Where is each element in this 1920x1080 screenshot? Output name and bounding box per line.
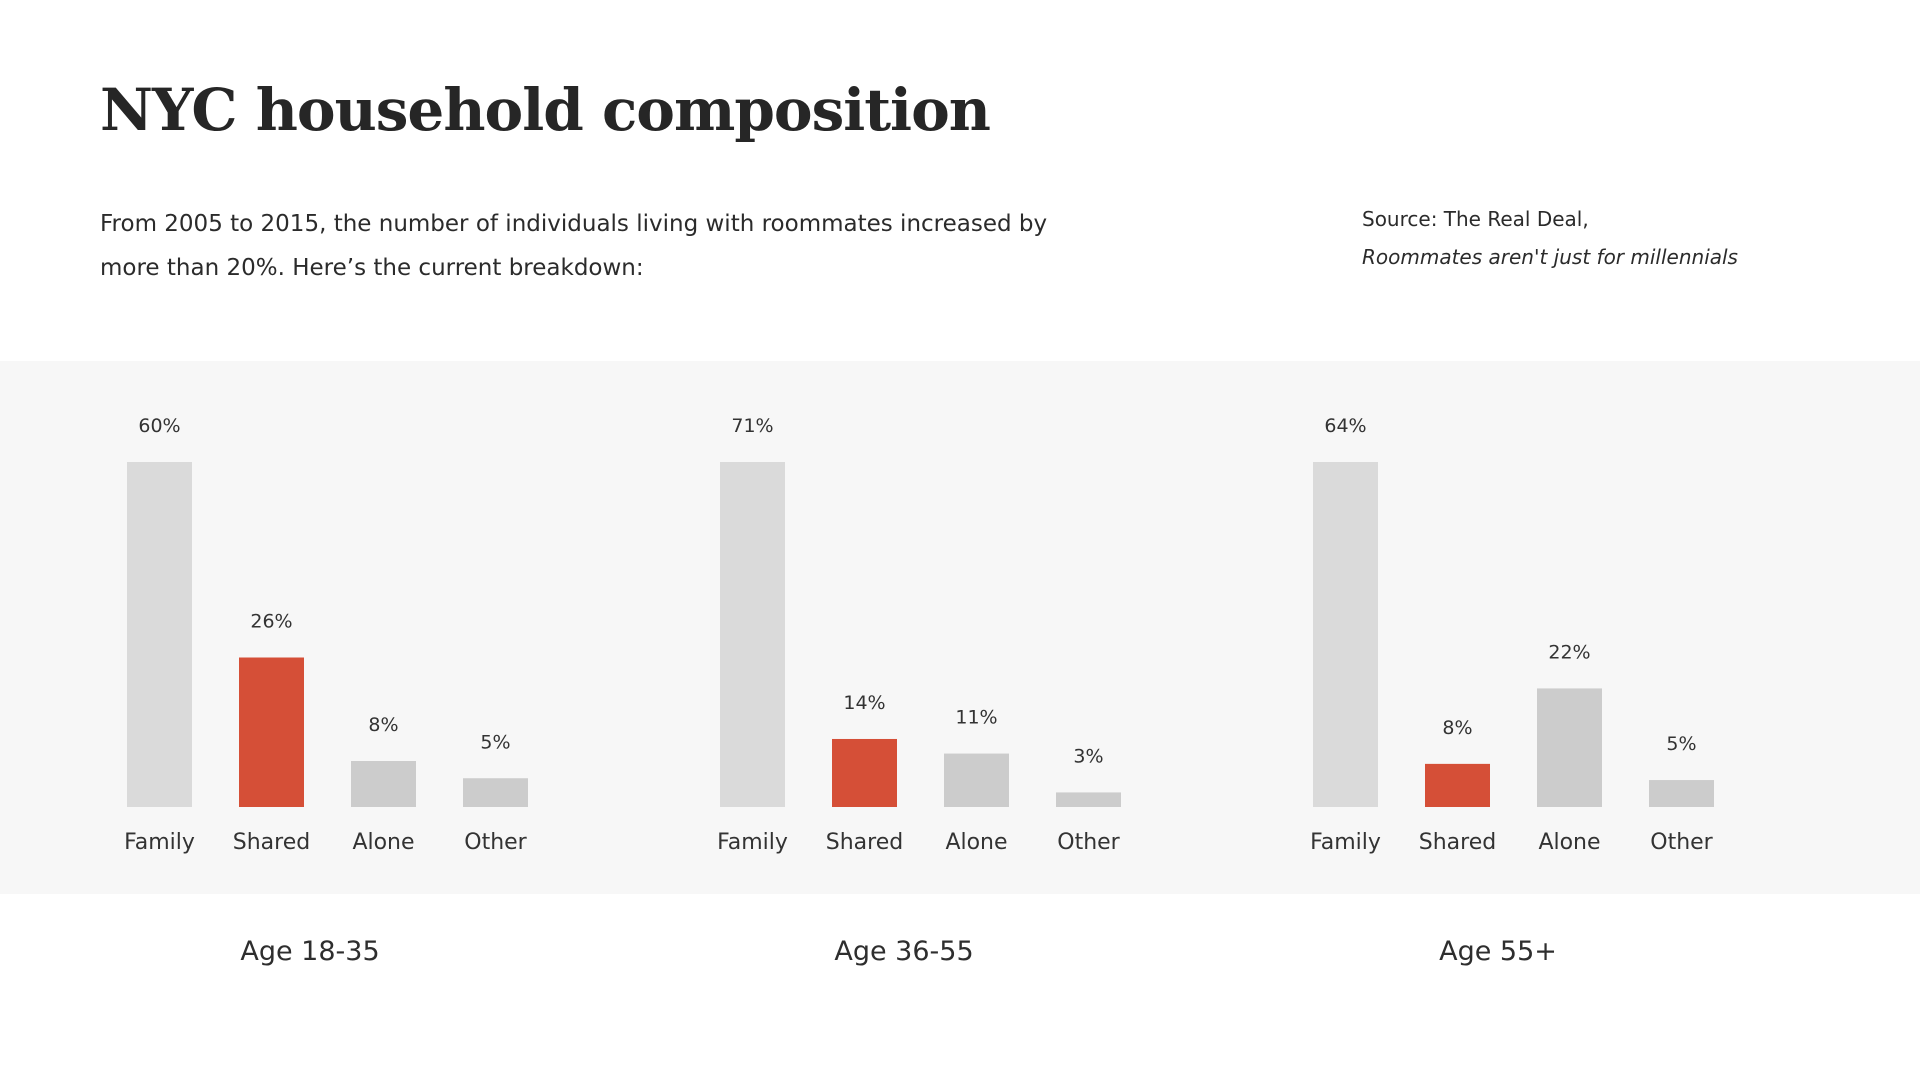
bar-0-alone	[351, 761, 416, 807]
bar-2-alone	[1537, 688, 1602, 807]
bar-2-family	[1313, 462, 1378, 807]
bar-1-family	[720, 462, 785, 807]
category-label-2-other: Other	[1650, 830, 1713, 855]
bar-2-shared	[1425, 763, 1490, 807]
data-label-1-shared: 14%	[843, 692, 885, 714]
source-prefix: Source: The Real Deal,	[1362, 207, 1589, 231]
category-label-1-other: Other	[1057, 830, 1120, 855]
category-label-1-family: Family	[717, 830, 788, 855]
category-label-2-shared: Shared	[1419, 830, 1496, 855]
bar-0-other	[463, 778, 528, 807]
chart-title: NYC household composition	[100, 76, 991, 144]
category-label-0-shared: Shared	[233, 830, 310, 855]
category-label-0-family: Family	[124, 830, 195, 855]
source-article: Roommates aren't just for millennials	[1362, 245, 1738, 269]
data-label-1-family: 71%	[731, 415, 773, 437]
category-label-0-alone: Alone	[352, 830, 414, 855]
category-label-2-alone: Alone	[1538, 830, 1600, 855]
chart-subtitle: From 2005 to 2015, the number of individ…	[100, 211, 1048, 281]
source-note: Source: The Real Deal, Roommates aren't …	[1362, 200, 1738, 276]
category-label-0-other: Other	[464, 830, 527, 855]
data-label-0-alone: 8%	[368, 714, 398, 736]
data-label-0-shared: 26%	[250, 611, 292, 633]
group-label-2: Age 55+	[1439, 936, 1557, 967]
group-label-0: Age 18-35	[240, 936, 380, 967]
bar-0-shared	[239, 657, 304, 807]
bar-charts: 60% Family 26% Shared 8% Alone 5% Other 71% Famil…	[124, 415, 1714, 855]
bar-0-family	[127, 462, 192, 807]
data-label-2-shared: 8%	[1442, 717, 1472, 739]
bar-1-other	[1056, 792, 1121, 807]
bar-2-other	[1649, 780, 1714, 807]
bar-1-alone	[944, 753, 1009, 807]
data-label-2-family: 64%	[1324, 415, 1366, 437]
group-label-1: Age 36-55	[834, 936, 974, 967]
data-label-1-alone: 11%	[955, 707, 997, 729]
data-label-1-other: 3%	[1073, 745, 1103, 767]
category-label-2-family: Family	[1310, 830, 1381, 855]
category-label-1-shared: Shared	[826, 830, 903, 855]
data-label-0-family: 60%	[138, 415, 180, 437]
data-label-2-other: 5%	[1666, 733, 1696, 755]
bar-1-shared	[832, 738, 897, 807]
data-label-0-other: 5%	[480, 731, 510, 753]
data-label-2-alone: 22%	[1548, 641, 1590, 663]
category-label-1-alone: Alone	[945, 830, 1007, 855]
